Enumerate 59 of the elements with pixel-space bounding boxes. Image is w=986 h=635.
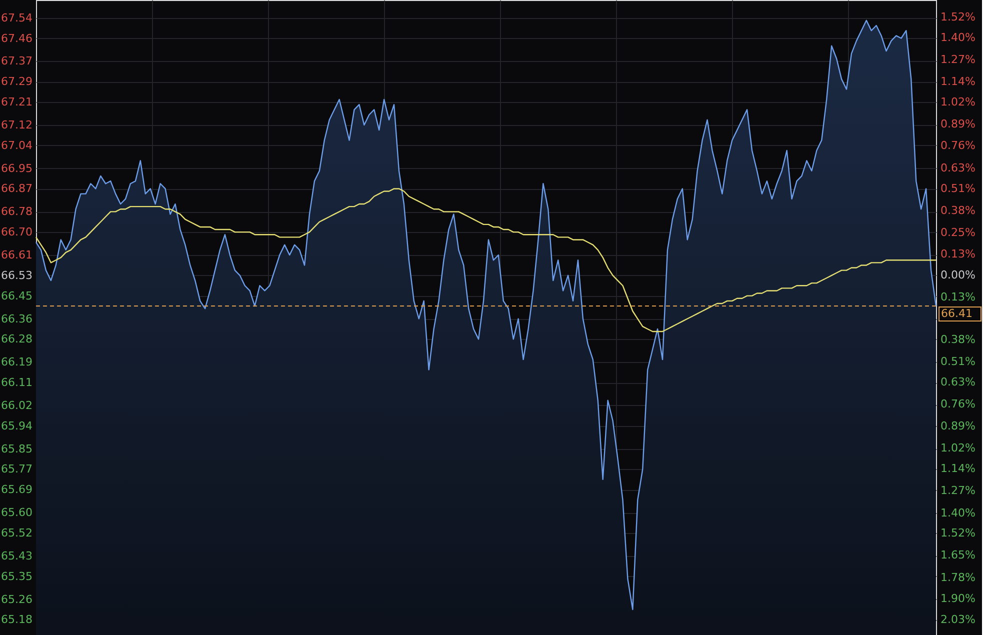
y-tick-label: 67.46 xyxy=(1,32,32,45)
y2-tick-label: 1.02% xyxy=(940,442,976,455)
y2-tick-label: 1.02% xyxy=(940,95,976,108)
y2-tick-label: 0.63% xyxy=(940,162,976,175)
y2-tick-label: 0.13% xyxy=(940,290,976,304)
y-tick-label: 65.18 xyxy=(1,613,32,626)
y-tick-label: 66.02 xyxy=(1,398,32,412)
y-tick-label: 67.29 xyxy=(1,75,32,88)
y-tick-label: 67.54 xyxy=(1,11,32,24)
y2-tick-label: 1.65% xyxy=(940,548,976,562)
y-tick-label: 67.37 xyxy=(1,54,32,68)
y2-tick-label: 0.38% xyxy=(940,204,976,218)
y-tick-label: 67.12 xyxy=(1,118,32,132)
y2-tick-label: 0.51% xyxy=(940,182,976,195)
y-tick-label: 66.19 xyxy=(1,356,32,369)
y2-tick-label: 0.38% xyxy=(940,333,976,346)
y2-tick-label: 1.90% xyxy=(940,592,976,605)
y2-tick-label: 1.27% xyxy=(940,484,976,498)
y-tick-label: 67.21 xyxy=(1,96,32,109)
y2-tick-label: 0.51% xyxy=(940,355,976,368)
y2-tick-label: 0.89% xyxy=(940,117,976,130)
y-tick-label: 66.11 xyxy=(1,376,32,390)
y-tick-label: 66.28 xyxy=(1,332,32,346)
y-tick-label: 65.60 xyxy=(1,506,32,520)
y-tick-label: 66.87 xyxy=(1,182,32,196)
y-tick-label: 65.26 xyxy=(1,592,32,606)
y2-tick-label: 1.14% xyxy=(940,462,976,476)
y-tick-label: 66.78 xyxy=(1,205,32,218)
y-tick-label: 66.95 xyxy=(1,162,32,175)
y2-tick-label: 1.27% xyxy=(940,52,976,66)
y-tick-label: 66.53 xyxy=(1,268,32,282)
y-tick-label: 67.04 xyxy=(1,138,32,152)
y2-tick-label: 2.03% xyxy=(940,613,976,626)
y2-tick-label: 0.76% xyxy=(940,398,976,411)
y2-tick-label: 0.00% xyxy=(940,268,976,282)
y-tick-label: 66.70 xyxy=(1,226,32,239)
y2-tick-label: 0.89% xyxy=(940,420,976,433)
y2-tick-label: 1.52% xyxy=(940,10,976,24)
y-tick-label: 65.43 xyxy=(1,549,32,562)
y-tick-label: 65.85 xyxy=(1,442,32,456)
y2-tick-label: 1.40% xyxy=(940,506,976,520)
y-tick-label: 65.35 xyxy=(1,570,32,583)
line-series xyxy=(35,188,937,332)
y2-tick-label: 1.14% xyxy=(940,74,976,88)
y2-tick-label: 1.40% xyxy=(940,30,976,44)
y-tick-label: 66.61 xyxy=(1,248,32,262)
y2-tick-label: 1.78% xyxy=(940,570,976,584)
y-tick-label: 65.69 xyxy=(1,483,32,496)
y2-tick-label: 0.25% xyxy=(940,226,976,240)
y-tick-label: 65.52 xyxy=(1,526,32,540)
y-tick-label: 66.36 xyxy=(1,312,32,326)
y2-tick-label: 1.52% xyxy=(940,526,976,540)
y2-tick-label: 0.76% xyxy=(940,138,976,152)
y2-tick-label: 0.63% xyxy=(940,376,976,389)
y-tick-label: 66.45 xyxy=(1,289,32,302)
ref-line-label: 66.41 xyxy=(941,307,972,320)
y-tick-label: 65.94 xyxy=(1,419,32,432)
y-tick-label: 65.77 xyxy=(1,462,32,476)
y2-tick-label: 0.13% xyxy=(940,247,976,260)
